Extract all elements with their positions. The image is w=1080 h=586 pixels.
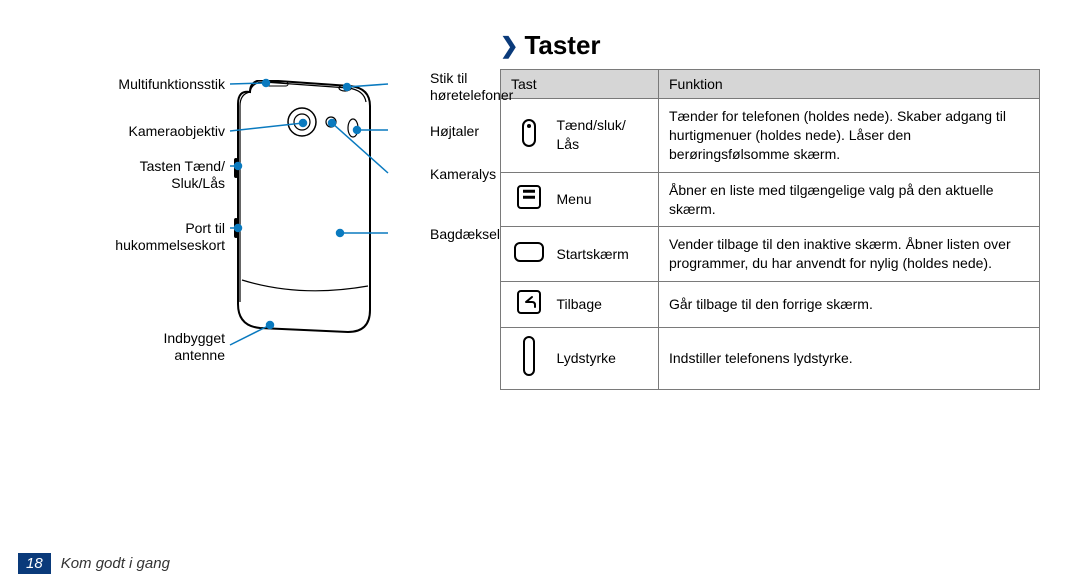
page-number: 18 xyxy=(18,553,51,574)
header-tast: Tast xyxy=(501,70,659,99)
section-title: ❯ Taster xyxy=(500,30,1040,61)
key-function: Går tilbage til den forrige skærm. xyxy=(659,282,1040,328)
keys-table: Tast Funktion Tænd/sluk/LåsTænder for te… xyxy=(500,69,1040,390)
header-funktion: Funktion xyxy=(659,70,1040,99)
volume-key-icon xyxy=(523,336,535,376)
home-key-icon xyxy=(514,242,544,262)
callout-lines xyxy=(40,50,460,430)
phone-diagram: Multifunktionsstik Kameraobjektiv Tasten T… xyxy=(40,50,460,430)
key-name: Menu xyxy=(549,172,659,227)
footer: 18 Kom godt i gang xyxy=(18,553,170,574)
table-row: MenuÅbner en liste med tilgængelige valg… xyxy=(501,172,1040,227)
key-function: Indstiller telefonens lydstyrke. xyxy=(659,328,1040,390)
key-function: Åbner en liste med tilgængelige valg på … xyxy=(659,172,1040,227)
callout-label: Stik tilhøretelefoner xyxy=(430,70,513,104)
callout-label: Port tilhukommelseskort xyxy=(115,220,225,254)
key-function: Tænder for telefonen (holdes nede). Skab… xyxy=(659,99,1040,173)
back-key-icon xyxy=(517,290,541,314)
power-key-icon xyxy=(522,119,536,147)
table-row: LydstyrkeIndstiller telefonens lydstyrke… xyxy=(501,328,1040,390)
callout-label: Kameralys xyxy=(430,166,496,183)
callout-label: Kameraobjektiv xyxy=(129,123,226,140)
table-row: Tænd/sluk/LåsTænder for telefonen (holde… xyxy=(501,99,1040,173)
callout-label: Tasten Tænd/Sluk/Lås xyxy=(140,158,225,192)
chevron-icon: ❯ xyxy=(500,33,518,59)
section-title-text: Taster xyxy=(524,30,600,61)
callout-label: Højtaler xyxy=(430,123,479,140)
menu-key-icon xyxy=(517,185,541,209)
table-row: TilbageGår tilbage til den forrige skærm… xyxy=(501,282,1040,328)
key-name: Lydstyrke xyxy=(549,328,659,390)
footer-text: Kom godt i gang xyxy=(61,555,170,572)
key-name: Startskærm xyxy=(549,227,659,282)
callout-label: Indbyggetantenne xyxy=(164,330,226,364)
callout-label: Multifunktionsstik xyxy=(118,76,225,93)
table-row: StartskærmVender tilbage til den inaktiv… xyxy=(501,227,1040,282)
key-function: Vender tilbage til den inaktive skærm. Å… xyxy=(659,227,1040,282)
callout-label: Bagdæksel xyxy=(430,226,500,243)
key-name: Tænd/sluk/Lås xyxy=(549,99,659,173)
key-name: Tilbage xyxy=(549,282,659,328)
